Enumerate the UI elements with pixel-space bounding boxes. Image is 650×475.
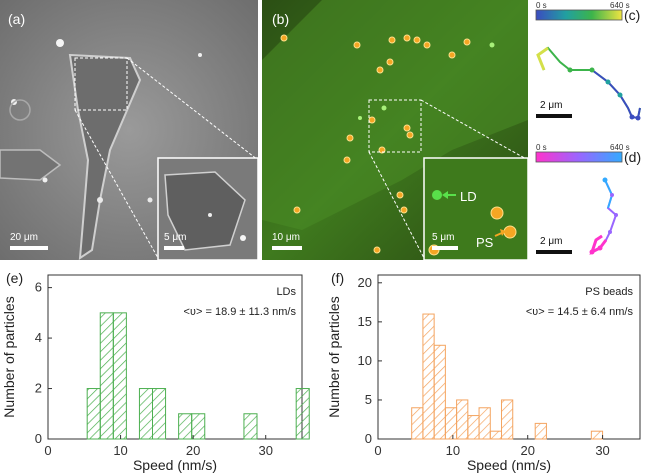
panel-a-image [0, 0, 258, 260]
histogram-ps-beads-bar [478, 407, 491, 440]
panel-c-label: (c) [624, 7, 641, 23]
histogram-ps-beads-y-tick-label: 5 [365, 392, 372, 407]
panel-b-label: (b) [272, 11, 290, 27]
histogram-lds-bars [86, 312, 310, 440]
histogram-ps-beads-panel-label: (f) [331, 270, 344, 286]
histogram-ps-beads-bar [444, 407, 458, 440]
histogram-lds-bar [295, 388, 310, 440]
histogram-ps-beads-y-ticks: 0 5 10 15 20 [358, 275, 382, 446]
histogram-ps-beads-bars [411, 313, 604, 440]
histogram-ps-beads-bar [411, 407, 424, 440]
histogram-lds: 0 10 20 30 0 2 4 6 (e) LDs <ʋ> = 18.9 ± 11.3 n… [1, 270, 310, 473]
histogram-ps-beads-bar [467, 415, 480, 440]
panel-d-colorbar [535, 151, 623, 163]
histogram-lds-x-tick-label: 20 [186, 443, 200, 458]
panel-d-scale-text: 2 μm [540, 236, 563, 247]
histogram-ps-beads-x-tick-label: 0 [374, 443, 381, 458]
histogram-lds-bar [243, 413, 258, 440]
histogram-ps-beads-bar [433, 344, 446, 440]
panel-c-scale-text: 2 μm [540, 100, 563, 111]
histogram-ps-beads-y-label: Number of particles [326, 296, 342, 417]
histogram-lds-bar [191, 413, 206, 440]
panel-a-micrograph [0, 0, 258, 260]
histogram-ps-beads-title: PS beads [585, 286, 633, 298]
histogram-lds-bar [152, 388, 167, 440]
histogram-lds-bar [178, 413, 193, 440]
panel-b-micrograph [262, 0, 528, 260]
panel-b-scale-text: 10 μm [272, 232, 300, 243]
panel-b-ld-tag: LD [460, 189, 477, 204]
histogram-ps-beads: 0 10 20 30 0 5 10 15 20 (f) PS beads <ʋ> = 14.5… [326, 270, 641, 473]
histogram-ps-beads-y-tick-label: 0 [365, 431, 372, 446]
panel-b-inset-scale-line [432, 246, 458, 250]
histogram-ps-beads-y-tick-label: 20 [358, 275, 372, 290]
histogram-lds-frame [47, 274, 303, 440]
panel-a-scale-line [10, 246, 48, 250]
panel-a-scale-text: 20 μm [10, 232, 38, 243]
panel-c-colorbar [535, 9, 623, 21]
histogram-lds-annotation: <ʋ> = 18.9 ± 11.3 nm/s [184, 306, 297, 318]
histogram-lds-x-tick-label: 30 [258, 443, 272, 458]
panel-d-colorbar-start: 0 s [536, 143, 547, 152]
histogram-lds-y-ticks: 0 2 4 6 [35, 280, 52, 446]
histogram-lds-x-tick-label: 10 [113, 443, 127, 458]
histogram-lds-x-tick-label: 0 [44, 443, 51, 458]
panel-b-ps-tag: PS [476, 235, 494, 250]
histogram-ps-beads-bar [489, 430, 503, 440]
histogram-ps-beads-y-tick-label: 15 [358, 314, 372, 329]
panel-d-scale-line [536, 250, 572, 254]
histogram-ps-beads-bar [501, 399, 514, 440]
histogram-lds-bar [138, 388, 154, 440]
panel-b-image [262, 0, 528, 260]
histogram-lds-title: LDs [276, 286, 296, 298]
histogram-lds-bar [112, 312, 127, 440]
histogram-ps-beads-bar [590, 430, 604, 440]
panel-d-trajectory: 0 s 640 s [535, 143, 630, 255]
panel-c-scale-line [536, 114, 572, 118]
panel-c-trajectory: 0 s 640 s [535, 1, 641, 121]
panel-c-path-late [591, 69, 641, 120]
histogram-lds-x-ticks: 0 10 20 30 [44, 435, 273, 458]
panel-d-label: (d) [624, 149, 642, 165]
histogram-ps-beads-bar [422, 313, 435, 440]
histogram-ps-beads-x-tick-label: 20 [520, 443, 534, 458]
histogram-ps-beads-bar [534, 422, 547, 440]
histogram-ps-beads-x-ticks: 0 10 20 30 [374, 435, 610, 458]
histogram-ps-beads-bar [456, 399, 469, 440]
panel-d-colorbar-end: 640 s [610, 143, 630, 152]
histogram-lds-y-label: Number of particles [1, 296, 17, 417]
histogram-lds-bar [86, 388, 101, 440]
histogram-ps-beads-annotation: <ʋ> = 14.5 ± 6.4 nm/s [526, 306, 634, 318]
panel-c-colorbar-start: 0 s [536, 1, 547, 10]
panel-c-path-early [536, 46, 549, 71]
histogram-lds-y-tick-label: 4 [35, 330, 42, 345]
histogram-lds-x-label: Speed (nm/s) [133, 457, 217, 473]
histogram-ps-beads-x-tick-label: 30 [595, 443, 609, 458]
panel-a-label: (a) [8, 11, 26, 27]
histogram-ps-beads-y-tick-label: 10 [358, 353, 372, 368]
histogram-lds-y-tick-label: 6 [35, 280, 42, 295]
panel-b-scale-line [272, 246, 302, 250]
histogram-ps-beads-x-label: Speed (nm/s) [467, 457, 551, 473]
histogram-lds-y-tick-label: 2 [35, 381, 42, 396]
histogram-lds-panel-label: (e) [6, 270, 23, 286]
panel-a-inset-scale-text: 5 μm [164, 232, 187, 243]
histogram-ps-beads-x-tick-label: 10 [446, 443, 460, 458]
panel-b-inset-scale-text: 5 μm [432, 232, 455, 243]
panel-a-inset-scale-line [164, 246, 184, 250]
panel-c-colorbar-end: 640 s [610, 1, 630, 10]
histogram-lds-y-tick-label: 0 [35, 431, 42, 446]
histogram-lds-bar [99, 312, 114, 440]
